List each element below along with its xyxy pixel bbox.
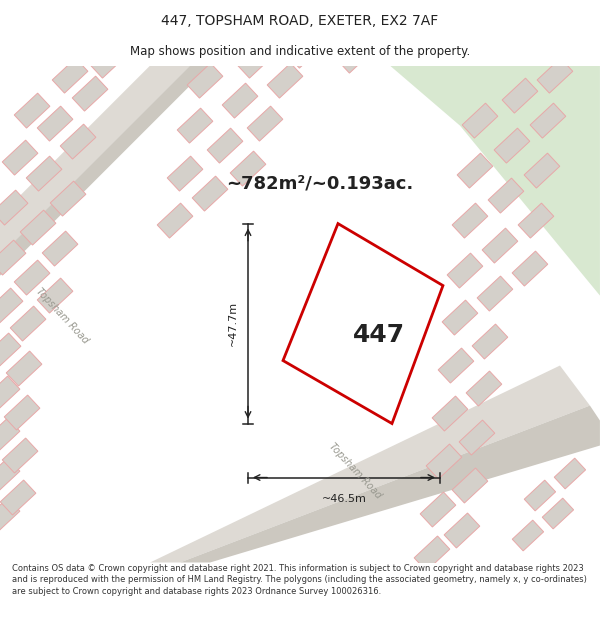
Polygon shape xyxy=(438,348,474,383)
Polygon shape xyxy=(390,66,600,296)
Polygon shape xyxy=(0,240,26,275)
Polygon shape xyxy=(0,458,20,493)
Polygon shape xyxy=(207,128,243,163)
Polygon shape xyxy=(447,253,483,288)
Polygon shape xyxy=(420,492,456,527)
Polygon shape xyxy=(10,306,46,341)
Polygon shape xyxy=(4,395,40,430)
Polygon shape xyxy=(0,61,195,261)
Polygon shape xyxy=(2,140,38,175)
Polygon shape xyxy=(442,300,478,335)
Polygon shape xyxy=(432,396,468,431)
Polygon shape xyxy=(72,76,108,111)
Polygon shape xyxy=(457,153,493,188)
Polygon shape xyxy=(0,480,36,515)
Polygon shape xyxy=(14,93,50,128)
Polygon shape xyxy=(42,231,78,266)
Polygon shape xyxy=(90,43,126,78)
Polygon shape xyxy=(0,190,28,225)
Text: Topsham Road: Topsham Road xyxy=(34,286,90,345)
Polygon shape xyxy=(230,151,266,186)
Polygon shape xyxy=(554,458,586,489)
Polygon shape xyxy=(524,480,556,511)
Text: ~46.5m: ~46.5m xyxy=(322,494,367,504)
Polygon shape xyxy=(452,203,488,238)
Text: ~782m²/~0.193ac.: ~782m²/~0.193ac. xyxy=(226,174,413,192)
Polygon shape xyxy=(237,43,273,78)
Polygon shape xyxy=(537,58,573,93)
Polygon shape xyxy=(2,438,38,473)
Polygon shape xyxy=(518,203,554,238)
Polygon shape xyxy=(52,58,88,93)
Polygon shape xyxy=(192,176,228,211)
Polygon shape xyxy=(157,203,193,238)
Polygon shape xyxy=(512,251,548,286)
Text: Contains OS data © Crown copyright and database right 2021. This information is : Contains OS data © Crown copyright and d… xyxy=(12,564,587,596)
Polygon shape xyxy=(512,520,544,551)
Polygon shape xyxy=(494,128,530,163)
Text: ~47.7m: ~47.7m xyxy=(228,301,238,346)
Polygon shape xyxy=(502,78,538,113)
Polygon shape xyxy=(0,376,20,411)
Polygon shape xyxy=(444,513,480,548)
Polygon shape xyxy=(0,61,215,281)
Polygon shape xyxy=(6,351,42,386)
Polygon shape xyxy=(414,536,450,571)
Polygon shape xyxy=(267,63,303,98)
Polygon shape xyxy=(247,106,283,141)
Polygon shape xyxy=(222,83,258,118)
Polygon shape xyxy=(488,178,524,213)
Polygon shape xyxy=(472,324,508,359)
Polygon shape xyxy=(452,468,488,503)
Polygon shape xyxy=(0,498,20,533)
Polygon shape xyxy=(37,106,73,141)
Polygon shape xyxy=(0,418,20,453)
Polygon shape xyxy=(462,103,498,138)
Polygon shape xyxy=(542,498,574,529)
Polygon shape xyxy=(167,156,203,191)
Polygon shape xyxy=(530,103,566,138)
Polygon shape xyxy=(337,38,373,73)
Polygon shape xyxy=(20,210,56,245)
Polygon shape xyxy=(466,371,502,406)
Polygon shape xyxy=(26,156,62,191)
Text: Topsham Road: Topsham Road xyxy=(327,441,383,500)
Polygon shape xyxy=(180,406,600,562)
Text: 447: 447 xyxy=(353,323,405,348)
Polygon shape xyxy=(150,366,590,562)
Polygon shape xyxy=(287,33,323,68)
Polygon shape xyxy=(187,63,223,98)
Text: Map shows position and indicative extent of the property.: Map shows position and indicative extent… xyxy=(130,45,470,58)
Polygon shape xyxy=(0,333,21,368)
Polygon shape xyxy=(50,181,86,216)
Polygon shape xyxy=(14,260,50,295)
Polygon shape xyxy=(482,228,518,263)
Polygon shape xyxy=(426,444,462,479)
Polygon shape xyxy=(37,278,73,313)
Polygon shape xyxy=(459,420,495,455)
Text: 447, TOPSHAM ROAD, EXETER, EX2 7AF: 447, TOPSHAM ROAD, EXETER, EX2 7AF xyxy=(161,14,439,28)
Polygon shape xyxy=(524,153,560,188)
Polygon shape xyxy=(60,124,96,159)
Polygon shape xyxy=(0,288,23,323)
Polygon shape xyxy=(477,276,513,311)
Polygon shape xyxy=(177,108,213,143)
